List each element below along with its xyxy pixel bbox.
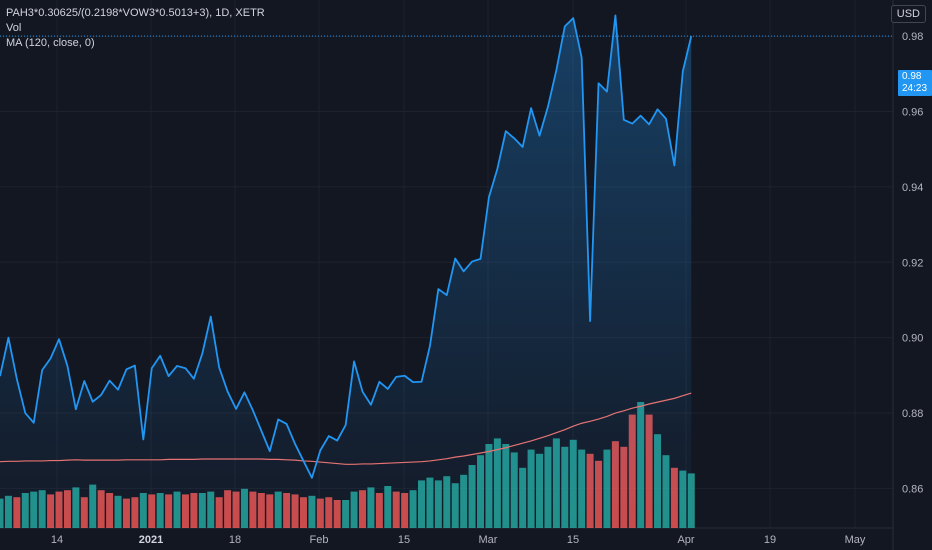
price-line [0, 14, 693, 479]
volume-label[interactable]: Vol [6, 22, 22, 34]
x-tick-label: Mar [479, 534, 498, 546]
moving-average-line [0, 392, 692, 465]
y-tick-label: 0.94 [902, 182, 923, 194]
x-tick-label: 14 [51, 534, 63, 546]
x-tick-label: 18 [229, 534, 241, 546]
price-series [0, 14, 693, 479]
x-tick-label: 2021 [139, 534, 163, 546]
currency-button[interactable]: USD [890, 5, 926, 23]
last-price-tag: 0.98 24:23 [898, 70, 932, 96]
moving-average-label[interactable]: MA (120, close, 0) [6, 37, 95, 49]
last-price-value: 0.98 [902, 71, 922, 82]
y-tick-label: 0.92 [902, 257, 923, 269]
x-axis[interactable]: 14 2021 18 Feb 15 Mar 15 Apr 19 May [51, 534, 866, 546]
y-tick-label: 0.86 [902, 483, 923, 495]
moving-average-series [0, 392, 692, 465]
bar-countdown: 24:23 [902, 83, 928, 94]
chart-legend: PAH3*0.30625/(0.2198*VOW3*0.5013+3), 1D,… [6, 6, 265, 51]
x-tick-label: Apr [677, 534, 694, 546]
x-tick-label: 15 [398, 534, 410, 546]
x-tick-label: 19 [764, 534, 776, 546]
symbol-title[interactable]: PAH3*0.30625/(0.2198*VOW3*0.5013+3), 1D,… [6, 7, 265, 19]
y-tick-label: 0.90 [902, 333, 923, 345]
y-tick-label: 0.88 [902, 408, 923, 420]
x-tick-label: May [845, 534, 866, 546]
y-axis[interactable]: 0.98 0.96 0.94 0.92 0.90 0.88 0.86 [902, 31, 923, 495]
x-tick-label: Feb [310, 534, 329, 546]
y-tick-label: 0.96 [902, 107, 923, 119]
x-tick-label: 15 [567, 534, 579, 546]
y-tick-label: 0.98 [902, 31, 923, 43]
